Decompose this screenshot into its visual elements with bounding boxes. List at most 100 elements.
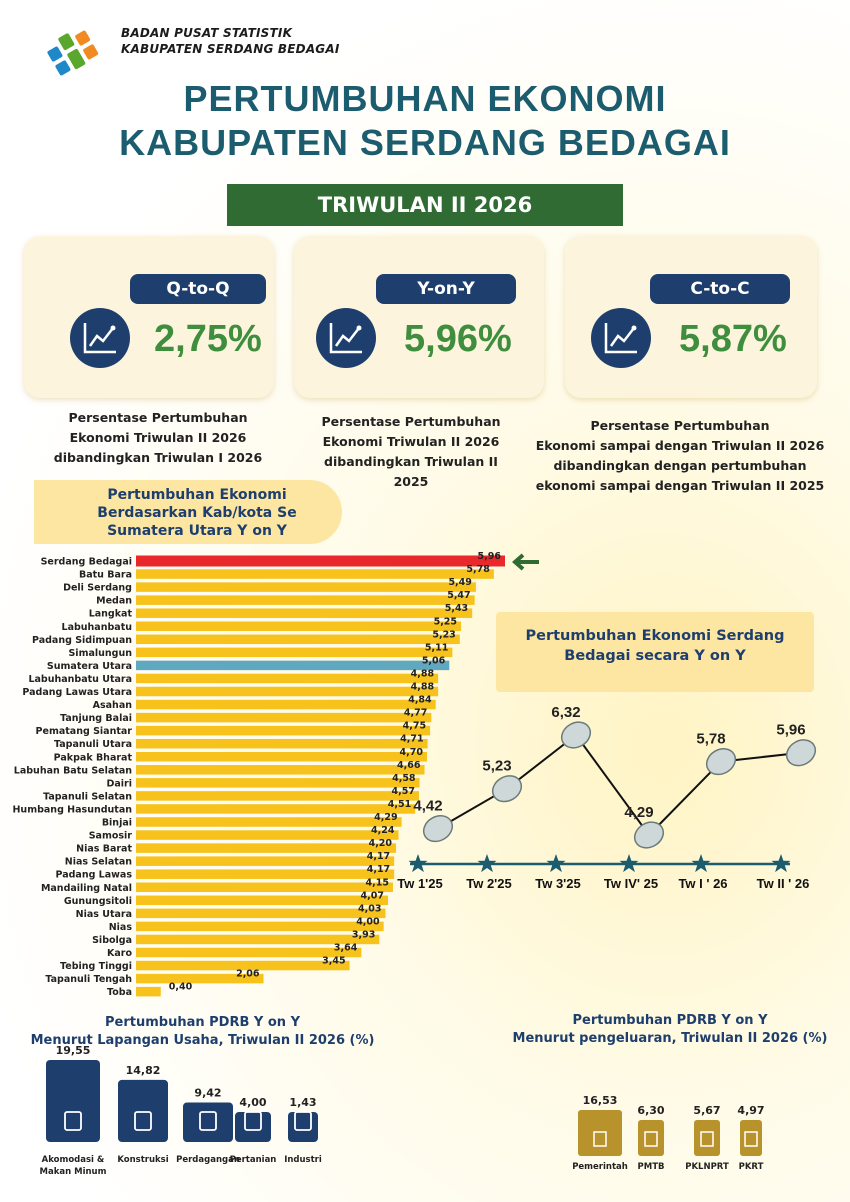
regional-chart-title-box: [34, 480, 342, 544]
category-label: Medan: [96, 596, 132, 607]
category-label: Tapanuli Utara: [54, 739, 132, 750]
data-label: 0,40: [169, 982, 193, 993]
bar: [136, 908, 386, 919]
government-icon: [593, 1131, 607, 1147]
star-marker: [771, 854, 791, 873]
bar: [136, 869, 395, 879]
desc-line: Persentase Pertumbuhan: [68, 410, 248, 425]
bar: [136, 712, 432, 723]
page-title-line2: KABUPATEN SERDANG BEDAGAI: [119, 122, 731, 163]
arrow-left-icon: [512, 553, 539, 571]
star-marker: [408, 854, 428, 873]
coin-marker: [633, 821, 665, 849]
bar: [136, 830, 399, 840]
bar: [136, 686, 439, 697]
construction-icon: [134, 1111, 152, 1131]
series-line: [437, 733, 650, 836]
category-label: Tanjung Balai: [60, 713, 132, 724]
title-line: Menurut Lapangan Usaha, Triwulan II 2026…: [30, 1033, 375, 1048]
category-label: Pakpak Bharat: [54, 752, 133, 763]
category-label: Pematang Siantar: [36, 726, 133, 737]
category-label: Toba: [107, 987, 132, 998]
category-label: Mandailing Natal: [41, 883, 132, 894]
card-value: 5,96%: [404, 318, 512, 360]
desc-line: Persentase Pertumbuhan: [590, 418, 770, 433]
card-q-to-q: Q-to-Q 2,75%: [24, 236, 274, 398]
star-marker: [619, 854, 639, 873]
data-label: 4,07: [361, 890, 384, 901]
bar: [136, 986, 161, 997]
category-label: Industri: [284, 1155, 322, 1165]
bar: [136, 634, 460, 645]
data-label: 5,23: [432, 629, 455, 640]
coin-marker: [422, 815, 454, 843]
bar: [578, 1110, 622, 1156]
category-label: Padang Sidimpuan: [32, 635, 132, 646]
data-label: 4,29: [624, 804, 653, 821]
category-label: Deli Serdang: [63, 583, 132, 594]
card-value: 5,87%: [679, 318, 787, 360]
category-label: Padang Lawas: [55, 870, 132, 881]
data-label: 4,17: [367, 851, 390, 862]
growth-chart-icon: [70, 308, 130, 368]
period-banner: TRIWULAN II 2026: [227, 184, 623, 226]
category-label: Nias Barat: [76, 844, 132, 855]
title-line: Pertumbuhan PDRB Y on Y: [572, 1013, 768, 1028]
card-label: Y-on-Y: [376, 274, 516, 304]
data-label: 4,20: [369, 838, 393, 849]
bar: [136, 699, 436, 710]
bar: [136, 843, 397, 853]
x-tick-label: Tw I ' 26: [678, 876, 727, 891]
data-label: 5,96: [776, 722, 805, 739]
desc-line: Ekonomi Triwulan II 2026: [69, 430, 247, 445]
org-region: KABUPATEN SERDANG BEDAGAI: [121, 42, 340, 56]
data-label: 4,42: [413, 798, 442, 815]
bar: [136, 804, 416, 814]
category-label: PKRT: [739, 1162, 764, 1172]
x-tick-label: Tw II ' 26: [757, 876, 810, 891]
bar: [136, 765, 425, 775]
bar: [136, 569, 494, 579]
bar: [136, 934, 380, 945]
sector-bar-chart: 19,55 Akomodasi & Makan Minum 14,82 Konstruk…: [40, 1044, 322, 1177]
category-label: Simalungun: [68, 648, 132, 659]
data-label: 4,24: [371, 825, 395, 836]
bar: [136, 752, 427, 762]
card-value: 2,75%: [154, 318, 262, 360]
title-line: Berdasarkan Kab/kota Se: [97, 505, 297, 521]
data-label: 4,88: [411, 682, 435, 693]
star-marker: [691, 854, 711, 873]
bar: [638, 1120, 664, 1156]
category-label: Pertanian: [230, 1155, 277, 1165]
category-label: Tapanuli Tengah: [45, 974, 132, 985]
regional-bar-chart: Serdang Bedagai 5,96 Batu Bara 5,78 Deli Ser…: [12, 551, 505, 998]
bar: [118, 1079, 168, 1142]
data-label: 4,71: [400, 734, 423, 745]
category-label: Tebing Tinggi: [60, 961, 132, 972]
data-label: 1,43: [289, 1096, 316, 1109]
data-label: 6,30: [637, 1104, 664, 1117]
data-label: 4,51: [388, 799, 411, 810]
agriculture-icon: [244, 1111, 262, 1131]
desc-line: dibandingkan Triwulan II: [324, 454, 498, 469]
data-label: 4,66: [397, 760, 421, 771]
x-tick-label: Tw 3'25: [535, 876, 580, 891]
data-label: 5,78: [696, 731, 725, 748]
bar: [136, 725, 431, 736]
data-label: 5,23: [482, 758, 511, 775]
x-tick-label: Tw IV' 25: [604, 876, 658, 891]
data-label: 3,45: [322, 956, 345, 967]
desc-line: Persentase Pertumbuhan: [321, 414, 501, 429]
coin-marker: [560, 721, 592, 749]
data-label: 4,75: [403, 721, 426, 732]
bar: [136, 647, 453, 658]
x-tick-label: Tw 1'25: [397, 876, 442, 891]
data-label: 9,42: [194, 1086, 221, 1099]
bar: [136, 960, 350, 971]
bar: [136, 856, 395, 866]
coin-marker: [491, 775, 523, 803]
trade-icon: [199, 1111, 217, 1131]
data-label: 4,00: [239, 1096, 266, 1109]
bar: [694, 1120, 720, 1156]
bar: [136, 621, 462, 631]
